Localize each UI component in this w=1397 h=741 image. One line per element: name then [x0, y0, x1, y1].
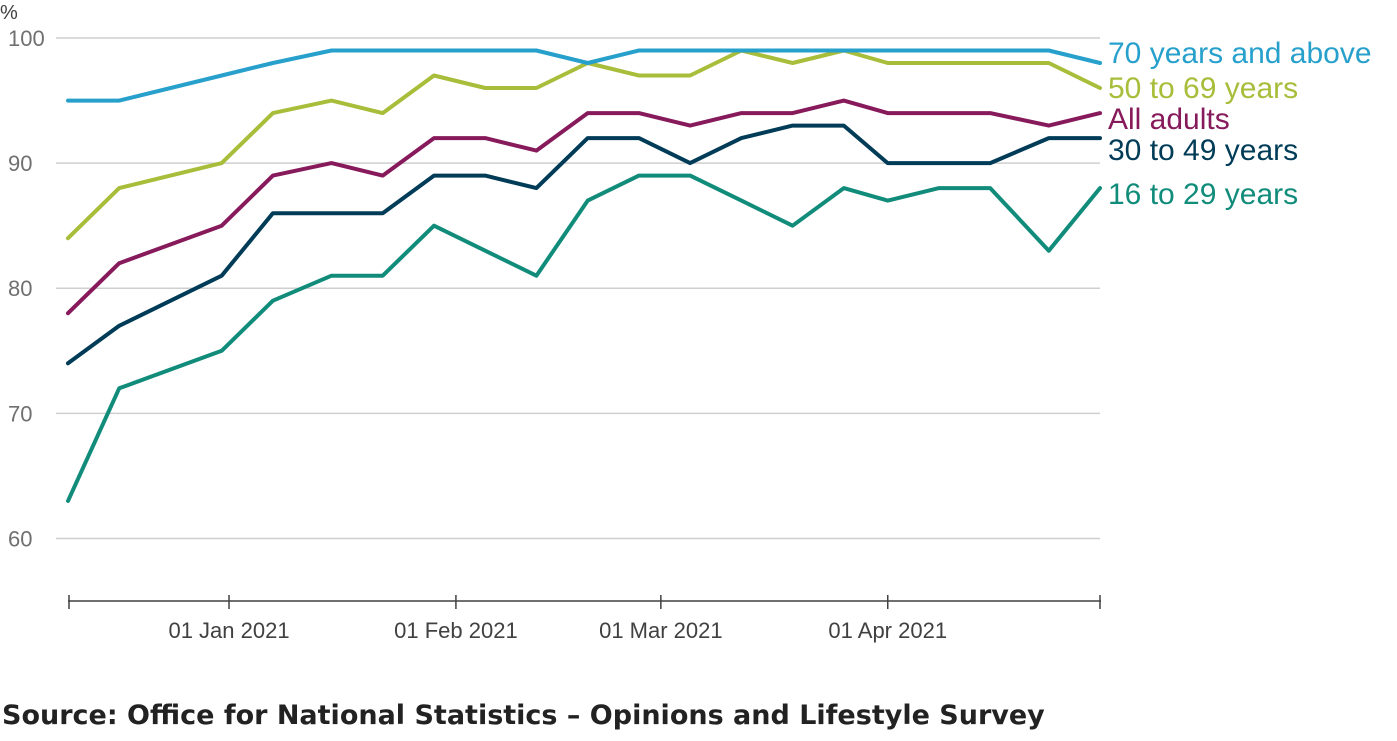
y-tick-label: 90: [8, 151, 32, 176]
series-lines: [66, 48, 1102, 503]
series-label: All adults: [1108, 103, 1230, 136]
y-tick-label: 80: [8, 276, 32, 301]
series-line: [66, 173, 1102, 503]
x-tick-label: 01 Jan 2021: [168, 618, 289, 643]
series-line: [66, 48, 1102, 241]
y-unit-label: %: [0, 2, 18, 24]
series-line: [66, 98, 1102, 316]
y-tick-label: 60: [8, 526, 32, 551]
line-chart: % 60 70 80 90 100 01 Jan 2021 01 Feb 2021 01 M…: [0, 2, 1372, 643]
series-line: [66, 123, 1102, 366]
y-tick-label: 70: [8, 401, 32, 426]
series-label: 16 to 29 years: [1108, 178, 1298, 211]
y-axis: % 60 70 80 90 100: [0, 2, 45, 551]
y-tick-label: 100: [8, 26, 45, 51]
source-note: Source: Office for National Statistics –…: [2, 700, 1045, 731]
x-tick-label: 01 Feb 2021: [394, 618, 518, 643]
x-tick-label: 01 Mar 2021: [599, 618, 723, 643]
x-axis: 01 Jan 2021 01 Feb 2021 01 Mar 2021 01 Apr …: [68, 595, 1101, 643]
series-label: 50 to 69 years: [1108, 72, 1298, 105]
series-line: [66, 48, 1102, 103]
series-label: 30 to 49 years: [1108, 134, 1298, 167]
series-label: 70 years and above: [1108, 37, 1372, 70]
x-tick-label: 01 Apr 2021: [828, 618, 947, 643]
